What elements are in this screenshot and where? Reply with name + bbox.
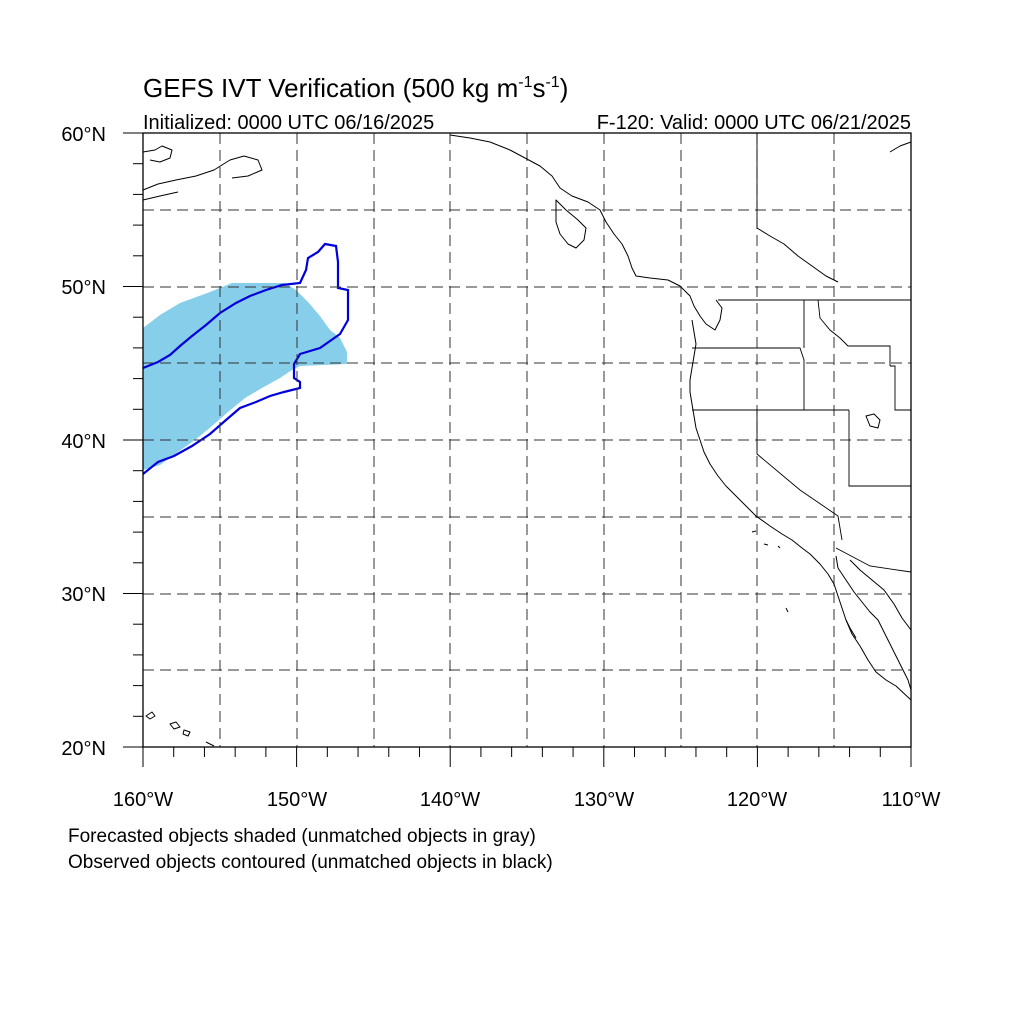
observed-contour: [143, 242, 350, 475]
legend-observed-note: Observed objects contoured (unmatched ob…: [68, 852, 553, 873]
legend-forecast-note: Forecasted objects shaded (unmatched obj…: [68, 826, 536, 847]
y-tick-label: 40°N: [61, 431, 106, 453]
forecast-object: [143, 283, 347, 470]
y-tick-label: 60°N: [61, 124, 106, 146]
x-tick-label: 130°W: [574, 789, 634, 811]
y-tick-label: 30°N: [61, 584, 106, 606]
y-axis-labels: 20°N 30°N 40°N 50°N 60°N: [61, 124, 106, 760]
coastlines: [142, 134, 912, 747]
map-title: GEFS IVT Verification (500 kg m-1s-1): [143, 73, 568, 103]
valid-time-label: F-120: Valid: 0000 UTC 06/21/2025: [597, 112, 911, 134]
axis-ticks: [123, 132, 912, 767]
x-tick-label: 110°W: [882, 789, 941, 811]
x-tick-label: 140°W: [420, 789, 480, 811]
y-tick-label: 20°N: [61, 738, 106, 760]
x-tick-label: 150°W: [267, 789, 327, 811]
init-time-label: Initialized: 0000 UTC 06/16/2025: [143, 112, 434, 134]
x-axis-labels: 160°W 150°W 140°W 130°W 120°W 110°W: [113, 789, 941, 811]
y-tick-label: 50°N: [61, 277, 106, 299]
x-tick-label: 160°W: [113, 789, 173, 811]
grid-lines: [143, 133, 911, 747]
political-borders: [692, 133, 912, 573]
x-tick-label: 120°W: [727, 789, 787, 811]
